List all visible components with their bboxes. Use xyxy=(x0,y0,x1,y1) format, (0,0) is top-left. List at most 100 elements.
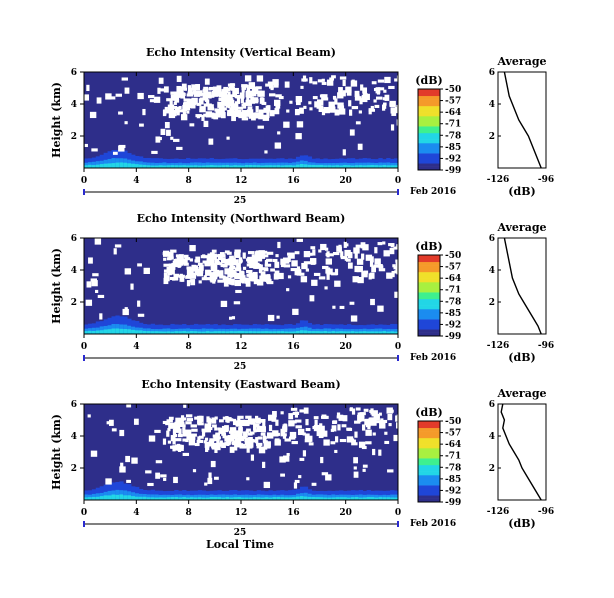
missing-data-cell xyxy=(274,261,280,268)
echo-band-strong xyxy=(111,163,116,168)
missing-data-cell xyxy=(267,105,271,109)
missing-data-cell xyxy=(342,79,346,87)
echo-band-mid xyxy=(146,494,152,500)
echo-band-mid xyxy=(221,494,226,500)
missing-data-cell xyxy=(268,93,276,97)
echo-band-strong xyxy=(233,331,238,334)
missing-data-cell xyxy=(207,477,213,485)
echo-band-strong xyxy=(186,497,191,500)
missing-data-cell xyxy=(284,438,291,442)
echo-band-mid xyxy=(217,162,222,168)
echo-band-weak xyxy=(170,323,175,334)
colorbar-step xyxy=(418,153,440,157)
colorbar-step xyxy=(418,99,440,103)
date-label: Feb 2016 xyxy=(410,519,456,529)
colorbar-step xyxy=(418,424,440,429)
missing-data-cell xyxy=(258,90,265,97)
x-tick-label: 8 xyxy=(186,342,192,352)
missing-data-cell xyxy=(214,270,221,277)
echo-band-strong xyxy=(174,497,179,500)
missing-data-cell xyxy=(149,99,155,103)
missing-data-cell xyxy=(361,271,368,278)
missing-data-cell xyxy=(313,272,321,276)
echo-band-weak xyxy=(390,323,395,334)
echo-band-strong xyxy=(162,331,167,334)
missing-data-cell xyxy=(397,121,403,128)
missing-data-cell xyxy=(229,278,235,285)
missing-data-cell xyxy=(369,272,375,279)
x-tick-label: 12 xyxy=(235,176,248,186)
echo-band-mid xyxy=(91,327,97,334)
missing-data-cell xyxy=(241,112,245,116)
missing-data-cell xyxy=(274,439,281,446)
missing-data-cell xyxy=(302,450,307,457)
colorbar-step xyxy=(418,458,440,462)
missing-data-cell xyxy=(362,468,366,472)
echo-band-strong xyxy=(382,497,387,500)
echo-band-strong xyxy=(209,331,214,334)
missing-data-cell xyxy=(211,417,217,424)
missing-data-cell xyxy=(355,407,361,411)
missing-data-cell xyxy=(166,257,172,261)
missing-data-cell xyxy=(203,86,209,94)
echo-band-strong xyxy=(241,497,246,500)
missing-data-cell xyxy=(237,415,244,419)
echo-band-strong xyxy=(193,497,199,500)
missing-data-cell xyxy=(282,426,286,433)
missing-data-cell xyxy=(219,252,225,256)
missing-data-cell xyxy=(349,129,355,136)
colorbar-tick-label: -78 xyxy=(445,297,461,307)
echo-band-strong xyxy=(142,330,148,334)
missing-data-cell xyxy=(349,301,355,305)
missing-data-cell xyxy=(186,266,192,270)
y-tick-label: 2 xyxy=(71,132,77,142)
echo-band-strong xyxy=(91,496,97,500)
echo-band-strong xyxy=(354,496,360,500)
echo-band-mid xyxy=(111,158,116,168)
missing-data-cell xyxy=(239,270,244,274)
echo-band-strong xyxy=(150,165,156,168)
echo-band-strong xyxy=(362,165,367,168)
missing-data-cell xyxy=(272,79,279,86)
echo-band-strong xyxy=(299,496,305,500)
x-tick-label: 4 xyxy=(133,176,139,186)
missing-data-cell xyxy=(334,449,338,454)
missing-data-cell xyxy=(352,276,359,283)
echo-band-mid xyxy=(292,162,297,168)
missing-data-cell xyxy=(248,82,256,89)
missing-data-cell xyxy=(245,280,251,287)
colorbar-step xyxy=(418,89,440,93)
missing-data-cell xyxy=(163,109,167,116)
missing-data-cell xyxy=(266,258,273,262)
echo-band-mid xyxy=(307,493,313,500)
missing-data-cell xyxy=(217,279,224,283)
missing-data-cell xyxy=(350,315,358,322)
missing-data-cell xyxy=(254,87,258,94)
missing-data-cell xyxy=(357,276,364,284)
missing-data-cell xyxy=(321,108,326,116)
missing-data-cell xyxy=(233,301,241,305)
missing-data-cell xyxy=(220,300,228,308)
missing-data-cell xyxy=(219,440,223,447)
panel-0: Echo Intensity (Vertical Beam) Height (km… xyxy=(50,46,554,206)
echo-band-strong xyxy=(131,329,136,334)
missing-data-cell xyxy=(154,429,161,433)
echo-band-strong xyxy=(186,331,191,334)
missing-data-cell xyxy=(210,265,216,269)
missing-data-cell xyxy=(347,262,353,269)
missing-data-cell xyxy=(333,96,337,100)
missing-data-cell xyxy=(131,457,138,464)
echo-band-strong xyxy=(288,331,293,334)
missing-data-cell xyxy=(303,251,311,258)
missing-data-cell xyxy=(207,253,211,257)
missing-data-cell xyxy=(208,440,214,447)
missing-data-cell xyxy=(166,266,172,274)
missing-data-cell xyxy=(164,121,170,129)
missing-data-cell xyxy=(321,472,329,476)
missing-data-cell xyxy=(174,421,180,428)
echo-band-strong xyxy=(154,331,159,334)
echo-band-strong xyxy=(292,497,297,500)
echo-band-strong xyxy=(166,165,171,168)
missing-data-cell xyxy=(384,440,390,445)
profile-title: Average xyxy=(496,221,546,234)
